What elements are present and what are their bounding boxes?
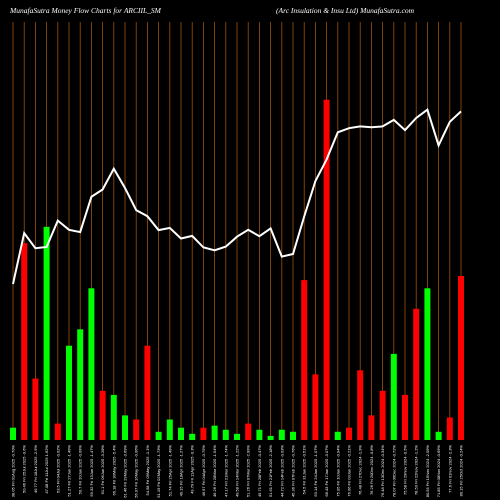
x-tick-label: 47.08 Fri 11Jul 2025 1.62% xyxy=(44,445,49,494)
volume-bar xyxy=(110,394,117,440)
volume-bar xyxy=(166,419,173,440)
volume-bar xyxy=(178,427,184,440)
x-tick-label: 50.46 Fri 25Jul 2025 -0.6% xyxy=(22,445,27,493)
volume-bar xyxy=(99,390,106,440)
volume-bar xyxy=(402,394,408,440)
volume-bar xyxy=(10,427,16,440)
x-tick-label: 51.61 Fri 21Feb 2025 -2.18% xyxy=(268,445,273,497)
volume-bar xyxy=(144,345,151,440)
volume-bar xyxy=(77,329,84,440)
volume-bar xyxy=(334,431,341,440)
volume-bar xyxy=(312,374,319,440)
x-tick-label: 80.15 Fri 25Oct 2024 -0.24% xyxy=(459,445,464,497)
volume-bar xyxy=(189,433,196,440)
volume-bar xyxy=(357,370,364,440)
x-tick-label: 46.97 Fri 04Apr 2025 -0.75% xyxy=(201,445,206,497)
x-tick-label: 76.48 Fri 27Dec 2024 -1.9% xyxy=(358,445,363,495)
x-tick-label: 53.5 Fri 04Jul 2025 -0.02% xyxy=(55,445,60,493)
volume-bar xyxy=(424,288,431,440)
x-tick-label: 51.74 Fri 25Apr 2025 -1.49% xyxy=(167,445,172,497)
x-tick-label: 49.15 Fri 18Apr 2025 -1.27% xyxy=(179,445,184,497)
x-tick-label: 49.79 Fri 11Apr 2025 -0.3% xyxy=(190,445,195,494)
x-tick-label: 61.1 Fri 06Jun 2025 -3.28% xyxy=(100,445,105,495)
x-tick-label: 54.5 Fri 31Jan 2025 -0.51% xyxy=(302,445,307,495)
volume-bar xyxy=(446,417,453,440)
x-tick-label: 51.19 Fri 02May 2025 -1.73% xyxy=(156,445,161,498)
volume-bar xyxy=(245,423,252,440)
x-tick-label: 38.05 Fri 01Aug 2025 -0.70% xyxy=(11,445,16,498)
volume-bar xyxy=(301,280,308,440)
volume-bar xyxy=(379,390,386,440)
volume-bars xyxy=(10,99,464,440)
x-tick-label: 75.58 Fri 29Nov 2024 -0.5% xyxy=(403,445,408,495)
volume-bar xyxy=(155,431,162,440)
volume-bar xyxy=(413,308,420,440)
x-tick-label: 56.07 Fri 16May 2025 -0.06% xyxy=(134,445,139,498)
x-tick-label: 80.55 Fri 15Nov 2024 -2.09% xyxy=(425,445,430,498)
x-tick-label: 66.18 Fri 30May 2025 -5.4% xyxy=(111,445,116,496)
x-tick-label: 51.27 Fri 27Jun 2025 -1.49% xyxy=(67,445,72,497)
price-line xyxy=(12,108,462,285)
chart-header-left: MunafaSutra Money Flow Charts for ARCIIL… xyxy=(9,6,162,15)
x-tick-label: 76.06 Fri 03Jan 2025 -0.21% xyxy=(347,445,352,497)
x-tick-label: 45.36 Fri 07Feb 2025 -0.76% xyxy=(291,445,296,497)
volume-bar xyxy=(323,99,330,440)
x-axis-labels: 38.05 Fri 01Aug 2025 -0.70% 50.46 Fri 25J… xyxy=(11,445,464,498)
volume-bar xyxy=(278,429,285,440)
volume-bar xyxy=(234,433,240,440)
volume-bar xyxy=(21,243,28,440)
x-tick-label: 59.32 Fri 13Jun 2025 -1.47% xyxy=(89,445,94,497)
volume-bar xyxy=(211,425,218,440)
x-tick-label: 54.58 Fri 09May 2025 -1.1% xyxy=(145,445,150,496)
x-tick-label: 75.05 Fri 10Jan 2025 -0.94% xyxy=(335,445,340,497)
x-tick-label: 46.77 Fri 18Jul 2025 -2.5% xyxy=(33,445,38,493)
x-tick-label: 77.6 Fri 01Nov 2024 -2.3% xyxy=(447,445,452,493)
x-tick-label: 47.17 Fri 21Mar 2025 -1.74% xyxy=(223,445,228,497)
x-tick-label: 51.26 Fri 07Mar 2025 -2.99% xyxy=(246,445,251,497)
x-tick-label: 49.58 Fri 14Mar 2025 -1.22% xyxy=(235,445,240,497)
volume-bar xyxy=(222,429,229,440)
volume-bar xyxy=(256,429,263,440)
x-tick-label: 63.14 Fri 24Jan 2025 -1.07% xyxy=(313,445,318,497)
volume-bar xyxy=(346,427,352,440)
x-tick-label: 78.07 Fri 06Dec 2024 -0.72% xyxy=(391,445,396,498)
volume-bar xyxy=(368,415,375,440)
volume-bar xyxy=(54,423,61,440)
x-tick-label: 68.43 Fri 17Jan 2025 -3.07% xyxy=(324,445,329,497)
x-tick-label: 76.26 Fri 20Dec 2024 -0.8% xyxy=(369,445,374,495)
volume-bar xyxy=(290,431,296,440)
volume-bar xyxy=(88,288,95,440)
x-tick-label: 78.53 Fri 22Nov 2024 -1.2% xyxy=(414,445,419,495)
volume-bar xyxy=(133,419,140,440)
volume-bar xyxy=(32,378,39,440)
x-tick-label: 49.71 Fri 28Feb 2025 -0.47% xyxy=(257,445,262,497)
volume-bar xyxy=(458,276,464,440)
x-tick-label: 61.46 Fri 23May 2025 -3.69% xyxy=(123,445,128,498)
x-tick-label: 76.48 Fri 13Dec 2024 -0.34% xyxy=(380,445,385,498)
volume-bar xyxy=(435,431,442,440)
volume-bar xyxy=(390,353,397,440)
x-tick-label: 50.7 Fri 20Jun 2025 -0.09% xyxy=(78,445,83,495)
volume-bar xyxy=(43,226,50,440)
x-tick-label: 44.72 Fri 14Feb 2025 -0.03% xyxy=(279,445,284,497)
volume-bar xyxy=(267,435,274,440)
volume-bar xyxy=(122,415,128,440)
chart-header-right: (Arc Insulation & Insu Ltd) MunafaSutra.… xyxy=(276,6,415,15)
x-tick-label: 71.85 Fri 08Nov 2024 -0.69% xyxy=(436,445,441,498)
x-tick-label: 46.26 Fri 28Mar 2025 -1.54% xyxy=(212,445,217,497)
volume-bar xyxy=(200,427,207,440)
volume-bar xyxy=(66,345,72,440)
